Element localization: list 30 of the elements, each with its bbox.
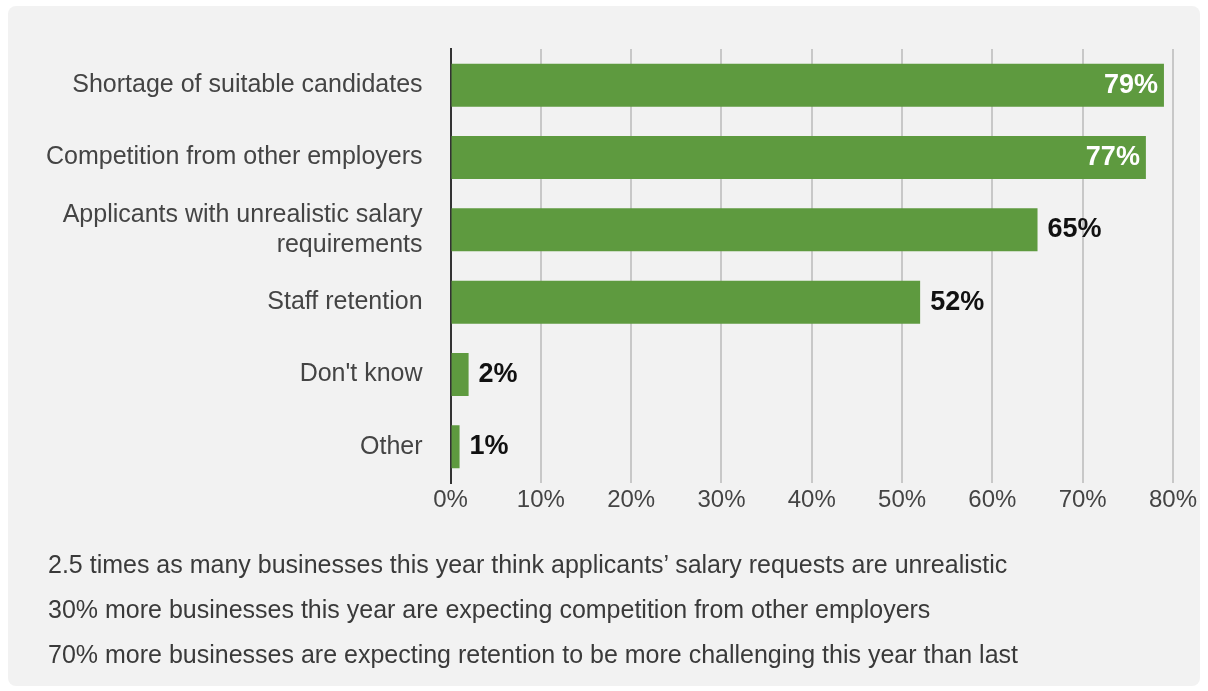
bar bbox=[451, 425, 460, 469]
data-label: 52% bbox=[930, 285, 985, 316]
data-label: 79% bbox=[1103, 68, 1158, 99]
y-tick-label: Don't know bbox=[299, 358, 424, 387]
y-tick-label: Applicants with unrealistic salary requirements bbox=[62, 198, 424, 257]
x-tick-label: 80% bbox=[1148, 485, 1198, 513]
x-tick-label: 30% bbox=[697, 485, 746, 513]
bar bbox=[451, 208, 1038, 252]
bar bbox=[451, 63, 1164, 107]
text: 30% more businesses this year are expecting competition from other employers bbox=[48, 594, 932, 625]
text: 70% more businesses are expecting retention to be more challenging this year than last bbox=[48, 639, 1019, 670]
data-label: 65% bbox=[1047, 213, 1102, 244]
x-tick-label: 60% bbox=[968, 485, 1017, 513]
x-tick-label: 0% bbox=[433, 485, 468, 513]
x-tick-label: 20% bbox=[607, 485, 656, 513]
x-tick-label: 40% bbox=[787, 485, 836, 513]
y-tick-label: Other bbox=[360, 430, 423, 459]
bar bbox=[451, 280, 921, 324]
text: 2.5 times as many businesses this year think applicants’ salary requests are unrealistic bbox=[48, 549, 1009, 580]
y-tick-label: Staff retention bbox=[267, 286, 423, 315]
bar bbox=[451, 135, 1146, 180]
data-label: 77% bbox=[1085, 140, 1140, 171]
x-tick-label: 70% bbox=[1058, 485, 1107, 513]
x-tick-label: 50% bbox=[878, 485, 927, 513]
data-label: 1% bbox=[469, 430, 509, 461]
x-tick-label: 10% bbox=[516, 485, 565, 513]
data-label: 2% bbox=[478, 357, 518, 388]
bar bbox=[451, 352, 469, 397]
y-tick-label: Competition from other employers bbox=[45, 141, 423, 170]
y-tick-label: Shortage of suitable candidates bbox=[72, 69, 423, 98]
